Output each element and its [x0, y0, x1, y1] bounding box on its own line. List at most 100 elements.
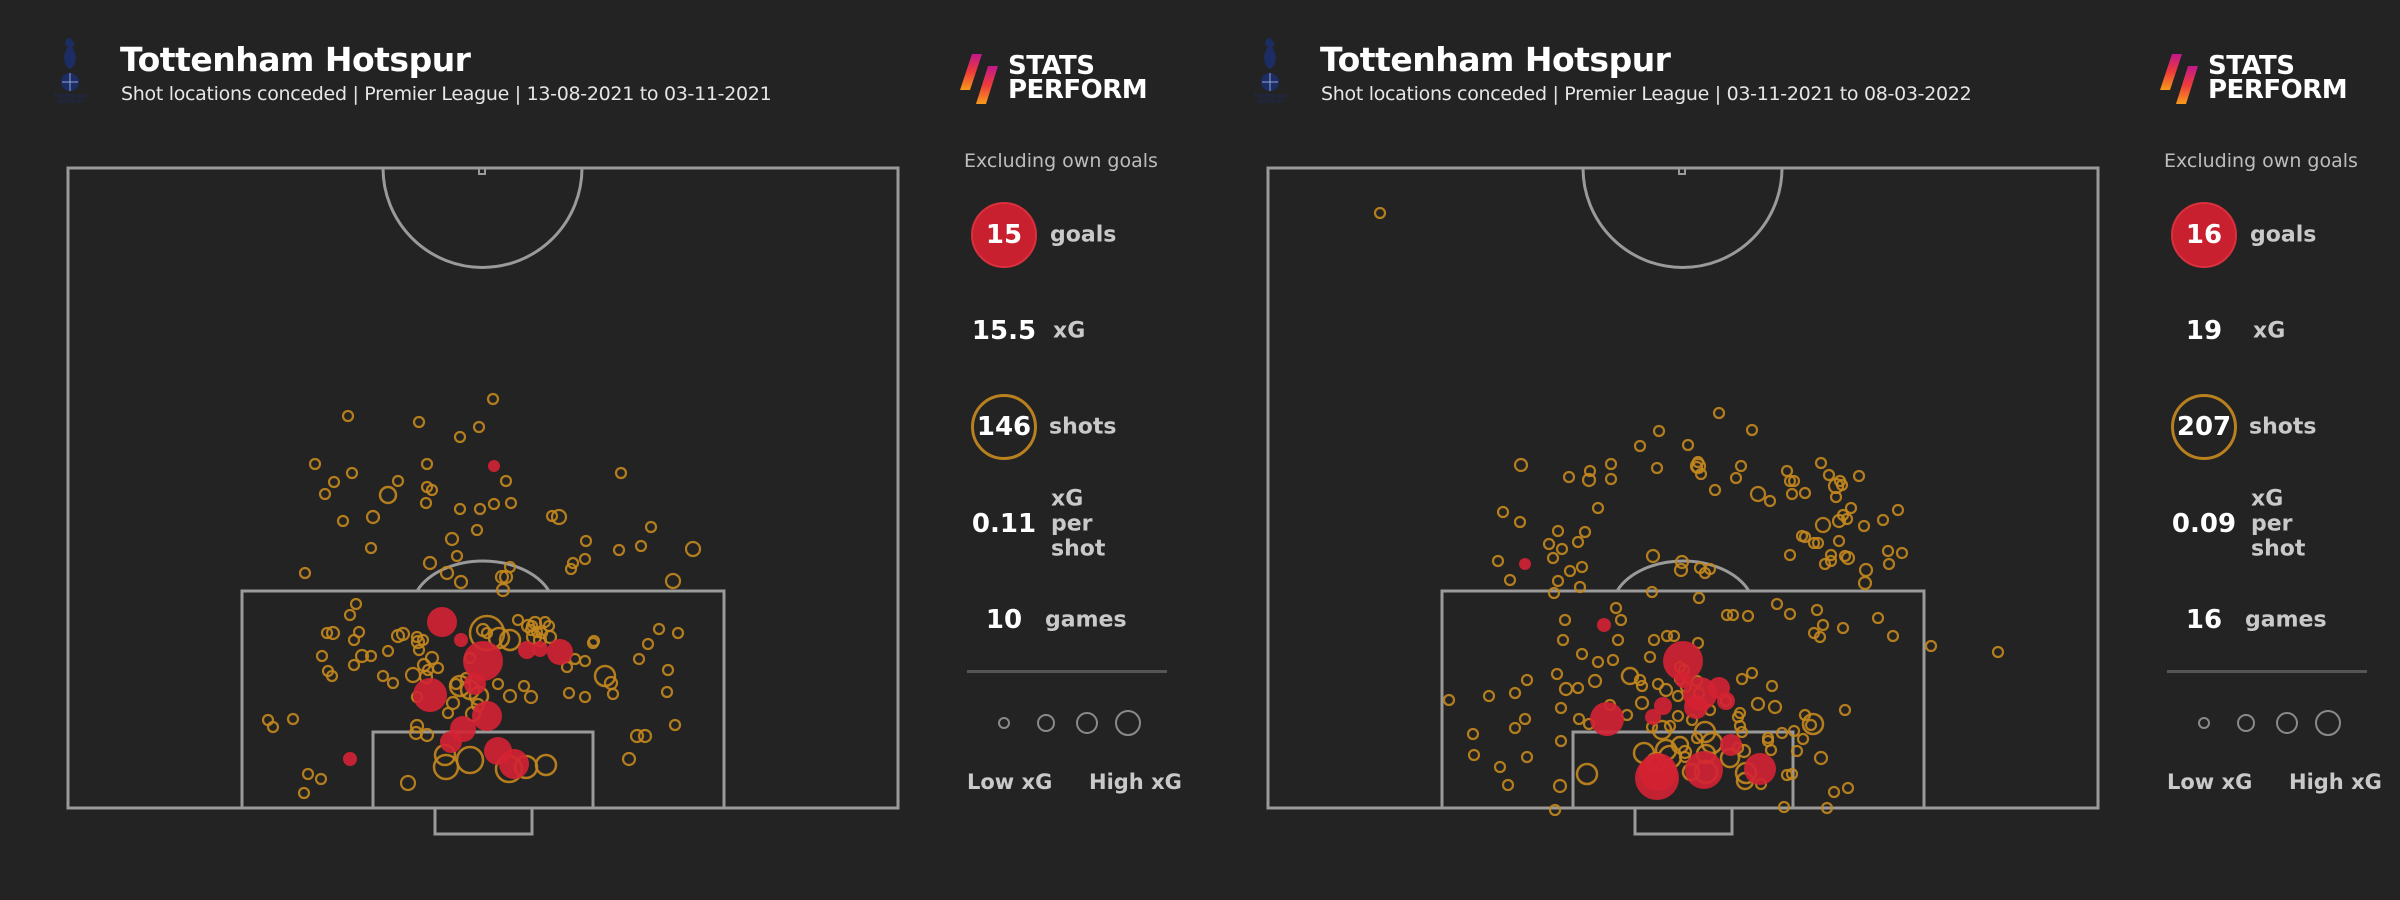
logo-line2: PERFORM: [1008, 75, 1148, 105]
shot-marker: [1801, 712, 1825, 736]
shot-marker: [1827, 785, 1841, 799]
shot-marker: [637, 728, 653, 744]
shot-marker: [1563, 564, 1577, 578]
shot-marker: [495, 582, 511, 598]
shot-marker: [1813, 630, 1827, 644]
shot-marker: [1658, 682, 1674, 698]
goal-marker: [1635, 756, 1679, 800]
shot-marker: [321, 664, 335, 678]
shot-marker: [1824, 554, 1838, 568]
legend-low-label: Low xG: [2167, 770, 2253, 794]
shot-marker: [1652, 424, 1666, 438]
pitch-lines: [66, 166, 900, 836]
shot-marker: [286, 712, 300, 726]
shot-marker: [336, 514, 350, 528]
shot-marker: [498, 628, 522, 652]
shot-marker: [1442, 693, 1456, 707]
xg-per-shot-label: xG per shot: [2251, 486, 2306, 562]
shot-marker: [431, 661, 445, 675]
shot-marker: [1571, 681, 1585, 695]
shot-marker: [412, 643, 426, 657]
legend-circle-m-icon: [2276, 712, 2298, 734]
shot-marker: [1777, 800, 1791, 814]
games-value: 16: [2185, 605, 2223, 635]
shot-marker: [473, 502, 487, 516]
shot-marker: [550, 508, 568, 526]
goal-marker: [1519, 558, 1531, 570]
shot-marker: [455, 745, 485, 775]
shot-marker: [1881, 544, 1895, 558]
legend-circle-xs-icon: [2198, 717, 2210, 729]
svg-text:TOTTENHAM: TOTTENHAM: [53, 94, 85, 100]
shot-marker: [266, 720, 280, 734]
goal-marker: [454, 633, 468, 647]
shot-marker: [343, 608, 357, 622]
chart-subtitle: Shot locations conceded | Premier League…: [121, 83, 772, 105]
shot-marker: [1645, 548, 1661, 564]
svg-text:TOTTENHAM: TOTTENHAM: [1253, 94, 1285, 100]
shot-marker: [1673, 562, 1689, 578]
shot-marker: [425, 483, 439, 497]
shot-marker: [621, 751, 637, 767]
shot-marker: [534, 753, 558, 777]
games-label: games: [2245, 607, 2327, 633]
shot-marker: [1550, 667, 1564, 681]
goals-circle-icon: [971, 202, 1037, 268]
shot-marker: [1647, 633, 1661, 647]
shot-marker: [1667, 629, 1681, 643]
shot-marker: [641, 637, 655, 651]
shot-marker: [439, 565, 455, 581]
shot-marker: [684, 540, 702, 558]
goals-value: 15: [985, 220, 1023, 250]
logo-line2: PERFORM: [2208, 75, 2348, 105]
shot-marker: [487, 497, 501, 511]
shot-marker: [1551, 574, 1565, 588]
shot-marker: [1708, 483, 1722, 497]
shot-marker: [1604, 457, 1618, 471]
goal-marker: [343, 752, 357, 766]
stat-goals: 15 goals: [0, 202, 1116, 268]
shot-marker: [503, 560, 517, 574]
stat-shots: 146 shots: [0, 394, 1116, 460]
shot-marker: [1591, 655, 1605, 669]
shot-marker: [1816, 618, 1830, 632]
goal-marker: [488, 460, 500, 472]
shot-marker: [1572, 712, 1586, 726]
shot-marker: [660, 685, 674, 699]
legend-circle-m-icon: [1076, 712, 1098, 734]
panel-left: TOTTENHAM HOTSPUR Tottenham Hotspur Shot…: [0, 38, 1182, 836]
shot-marker: [632, 652, 646, 666]
shot-marker: [1681, 438, 1695, 452]
shot-marker: [1547, 586, 1561, 600]
shot-marker: [1674, 554, 1690, 570]
shot-marker: [1546, 551, 1560, 565]
xg-per-shot-label: xG per shot: [1051, 486, 1106, 562]
goal-marker: [472, 701, 502, 731]
shot-marker: [1694, 467, 1708, 481]
goals-circle-icon: [2171, 202, 2237, 268]
goal-marker: [413, 678, 447, 712]
shot-marker: [450, 549, 464, 563]
shot-marker: [404, 666, 422, 684]
shot-marker: [1575, 560, 1589, 574]
shot-marker: [1785, 767, 1799, 781]
shot-marker: [1745, 666, 1759, 680]
shot-marker: [1770, 597, 1784, 611]
shot-marker: [1551, 524, 1565, 538]
shot-marker: [1643, 650, 1657, 664]
shot-marker: [297, 786, 311, 800]
spurs-crest-icon: TOTTENHAM HOTSPUR: [53, 38, 86, 104]
goal-marker: [1720, 734, 1742, 756]
shots-label: shots: [2249, 414, 2317, 440]
xg-label: xG: [1053, 318, 1086, 344]
stat-xg: 19 xG: [1200, 298, 2285, 364]
logo-line1: STATS: [2208, 51, 2295, 81]
goal-markers: [1519, 558, 1776, 800]
shots-label: shots: [1049, 414, 1117, 440]
shot-marker: [1750, 696, 1766, 712]
legend-circle-l-icon: [2315, 710, 2341, 736]
shot-marker: [1635, 679, 1649, 693]
goal-marker: [499, 749, 529, 779]
goal-marker: [1717, 692, 1735, 710]
goal-marker: [532, 641, 548, 657]
